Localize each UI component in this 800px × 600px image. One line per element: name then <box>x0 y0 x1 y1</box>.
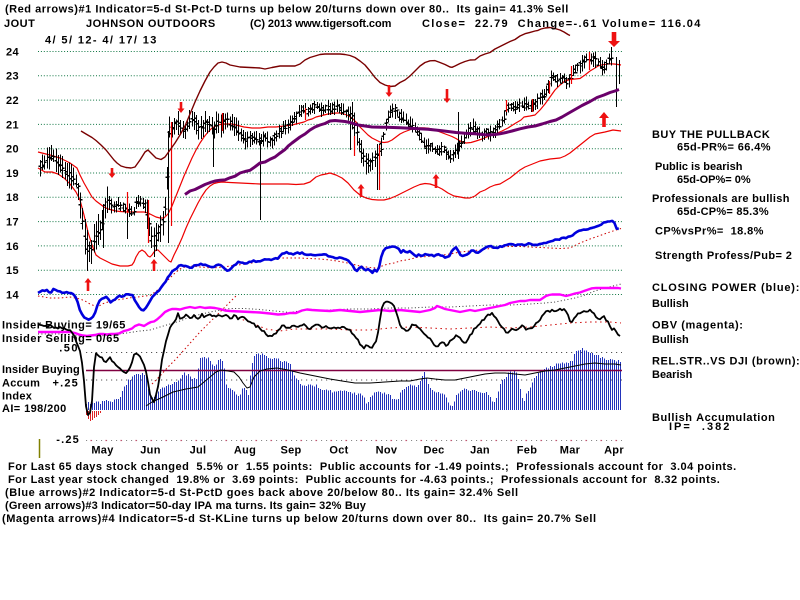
svg-text:Nov: Nov <box>376 444 398 456</box>
svg-text:Jul: Jul <box>190 444 207 456</box>
svg-text:Apr: Apr <box>604 444 624 456</box>
svg-text:CLOSING POWER (blue):: CLOSING POWER (blue): <box>652 282 800 294</box>
svg-text:BUY THE PULLBACK: BUY THE PULLBACK <box>652 129 770 141</box>
svg-text:Aug: Aug <box>234 444 256 456</box>
svg-text:JOUT: JOUT <box>4 18 35 30</box>
svg-text:Insider Buying: Insider Buying <box>2 364 80 376</box>
svg-text:OBV (magenta):: OBV (magenta): <box>652 319 744 331</box>
svg-text:24: 24 <box>6 46 20 58</box>
svg-text:IP= .382: IP= .382 <box>669 421 731 433</box>
svg-text:Strength Profess/Pub= 2: Strength Profess/Pub= 2 <box>655 250 792 262</box>
svg-text:(Blue arrows)#2 Indicator=5-d: (Blue arrows)#2 Indicator=5-d St-PctD go… <box>5 487 519 499</box>
svg-text:(C) 2013 www.tigersoft.com: (C) 2013 www.tigersoft.com <box>250 18 392 30</box>
svg-text:-.25: -.25 <box>56 434 80 446</box>
svg-text:Bullish Accumulation: Bullish Accumulation <box>652 412 775 424</box>
svg-text:15: 15 <box>6 265 19 277</box>
svg-text:Dec: Dec <box>423 444 444 456</box>
svg-text:Insider Selling= 0/65: Insider Selling= 0/65 <box>2 333 120 345</box>
svg-text:Close= 22.79 Change=-.61 Vol: Close= 22.79 Change=-.61 Volume= 116.04 <box>422 18 702 30</box>
svg-text:For Last year stock changed 1: For Last year stock changed 19.8% or 3.6… <box>8 474 720 486</box>
svg-text:May: May <box>91 444 114 456</box>
svg-text:(Magenta arrows)#4 Indicator=5: (Magenta arrows)#4 Indicator=5-d St-KLin… <box>2 513 597 525</box>
svg-text:JOHNSON OUTDOORS: JOHNSON OUTDOORS <box>86 18 216 30</box>
svg-text:Sep: Sep <box>280 444 301 456</box>
svg-text:18: 18 <box>6 192 19 204</box>
svg-text:(Green arrows)#3 Indicator=50-: (Green arrows)#3 Indicator=50-day IPA ma… <box>5 500 367 512</box>
svg-text:65d-OP%= 0%: 65d-OP%= 0% <box>677 174 751 186</box>
svg-text:Bearish: Bearish <box>652 369 693 381</box>
svg-text:Professionals are bullish: Professionals are bullish <box>652 193 790 205</box>
svg-text:Jun: Jun <box>140 444 160 456</box>
svg-text:21: 21 <box>6 119 19 131</box>
svg-text:Insider Buying= 19/65: Insider Buying= 19/65 <box>2 319 126 331</box>
svg-text:Index: Index <box>2 390 33 402</box>
svg-text:Feb: Feb <box>517 444 537 456</box>
svg-text:14: 14 <box>6 289 20 301</box>
svg-text:23: 23 <box>6 71 19 83</box>
svg-text:16: 16 <box>6 241 19 253</box>
svg-text:AI= 198/200: AI= 198/200 <box>2 403 67 415</box>
svg-text:Mar: Mar <box>560 444 581 456</box>
svg-text:20: 20 <box>6 144 19 156</box>
svg-text:Bullish: Bullish <box>652 334 689 346</box>
svg-text:17: 17 <box>6 217 19 229</box>
svg-text:65d-PR%= 66.4%: 65d-PR%= 66.4% <box>677 141 771 153</box>
svg-text:+.25: +.25 <box>52 377 79 389</box>
svg-text:Public is bearish: Public is bearish <box>655 161 743 173</box>
svg-text:Bullish: Bullish <box>652 298 689 310</box>
svg-text:For Last 65 days stock changed: For Last 65 days stock changed 5.5% or 1… <box>8 461 737 473</box>
svg-text:22: 22 <box>6 95 19 107</box>
svg-text:(Red arrows)#1 Indicator=5-d S: (Red arrows)#1 Indicator=5-d St-Pct-D tu… <box>5 3 569 15</box>
svg-text:Accum: Accum <box>2 377 40 389</box>
svg-text:Jan: Jan <box>470 444 490 456</box>
svg-text:65d-CP%= 85.3%: 65d-CP%= 85.3% <box>677 206 769 218</box>
svg-text:19: 19 <box>6 168 19 180</box>
svg-text:4/ 5/ 12- 4/ 17/ 13: 4/ 5/ 12- 4/ 17/ 13 <box>45 34 158 46</box>
svg-text:.50: .50 <box>59 342 79 354</box>
svg-text:Oct: Oct <box>329 444 348 456</box>
svg-text:CP%vsPr%= 18.8%: CP%vsPr%= 18.8% <box>655 225 764 237</box>
svg-text:REL.STR..VS DJI (brown):: REL.STR..VS DJI (brown): <box>652 355 800 367</box>
